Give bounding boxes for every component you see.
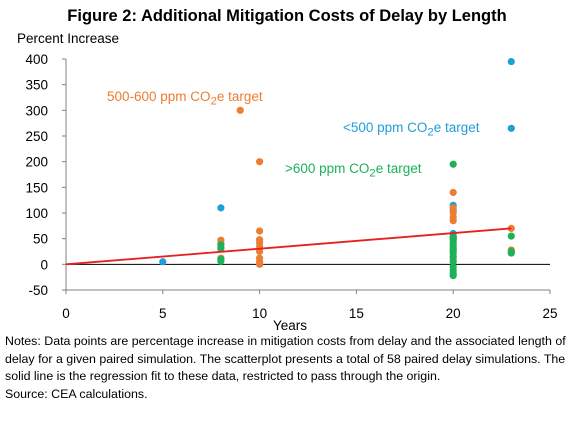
y-tick-label: 400 [25,52,48,67]
series-label-lt500: <500 ppm CO2e target [343,120,480,139]
y-tick-label: 300 [25,103,48,118]
x-axis-label: Years [273,318,307,333]
notes-text: Notes: Data points are percentage increa… [5,334,566,384]
series-label-500-600: 500-600 ppm CO2e target [107,89,263,108]
data-point [507,232,515,240]
data-point [507,249,515,257]
data-point [159,258,167,266]
y-tick-label: 100 [25,206,48,221]
chart-marks [65,57,515,280]
y-tick-label: 250 [25,129,48,144]
x-tick-label: 15 [349,306,364,321]
series-label-gt600: >600 ppm CO2e target [285,161,422,180]
x-tick-label: 25 [542,306,557,321]
y-tick-label: 200 [25,155,48,170]
tick-labels: -50 0 50 100 150 200 250 300 350 400 0 5 10 15 20 25 [25,52,557,321]
scatter-chart: -50 0 50 100 150 200 250 300 350 400 0 5 10 15 20 25 Ye… [25,52,557,333]
data-point [217,204,225,212]
data-point [256,158,264,166]
data-point [449,258,457,266]
y-tick-label: 50 [33,232,48,247]
data-point [217,257,225,265]
y-tick-label: -50 [28,283,48,298]
data-point [449,217,457,225]
y-axis-label: Percent Increase [17,31,120,46]
chart-axes [62,58,551,294]
data-point [449,272,457,280]
y-tick-label: 350 [25,78,48,93]
data-point [449,160,457,168]
regression-line [65,227,512,266]
data-point [449,188,457,197]
source-text: Source: CEA calculations. [5,386,148,401]
y-tick-label: 150 [25,180,48,195]
x-tick-label: 20 [446,306,461,321]
y-tick-label: 0 [40,257,48,272]
data-point [449,234,457,242]
x-tick-label: 5 [159,306,167,321]
data-point [256,227,264,235]
data-point [449,204,457,212]
data-point [449,246,457,254]
x-tick-label: 10 [252,306,267,321]
data-point [217,244,225,252]
notes: Notes: Data points are percentage increa… [5,333,571,403]
data-point [449,253,457,261]
data-point [507,57,515,66]
chart-title: Figure 2: Additional Mitigation Costs of… [67,7,507,25]
data-point [507,124,515,132]
data-point [236,106,244,114]
data-point [256,260,264,268]
x-tick-label: 0 [62,306,70,321]
